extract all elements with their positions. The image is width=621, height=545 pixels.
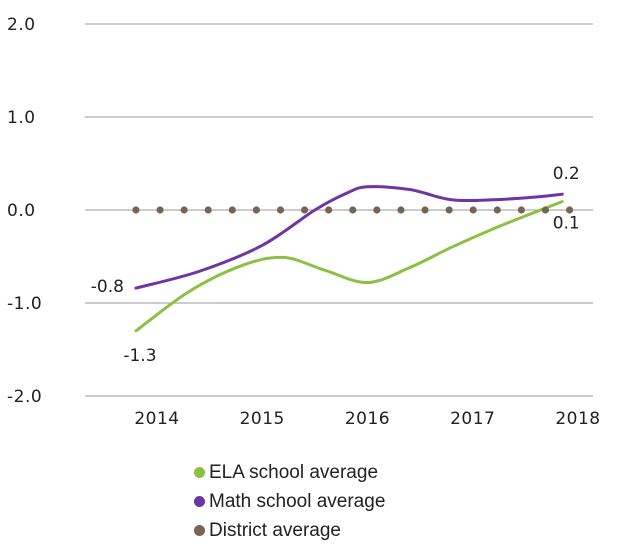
district-point — [493, 206, 501, 214]
y-tick-label: 2.0 — [7, 15, 36, 35]
legend-marker-ela — [194, 467, 205, 478]
district-point — [421, 206, 429, 214]
district-point — [445, 206, 453, 214]
data-labels: -1.3 0.1 -0.8 0.2 — [91, 164, 580, 366]
district-point — [541, 206, 550, 214]
district-point — [349, 206, 357, 214]
district-points — [132, 206, 574, 214]
legend-label-district: District average — [209, 520, 341, 541]
district-point — [180, 206, 188, 214]
district-point — [397, 206, 405, 214]
legend-item-district: District average — [194, 516, 385, 545]
legend-item-ela: ELA school average — [194, 458, 385, 487]
math-line — [134, 185, 564, 290]
series-lines — [134, 185, 564, 333]
legend-item-math: Math school average — [194, 487, 385, 516]
district-point — [276, 206, 285, 214]
data-label: -1.3 — [123, 346, 156, 366]
x-axis-ticks: 2014 2015 2016 2017 2018 — [134, 409, 600, 429]
legend-label-ela: ELA school average — [209, 462, 379, 483]
x-tick-label: 2015 — [240, 409, 285, 429]
x-tick-label: 2016 — [345, 409, 390, 429]
legend-marker-district — [194, 525, 205, 536]
gridlines — [85, 23, 593, 397]
district-point — [132, 206, 140, 214]
data-label: 0.1 — [553, 214, 580, 234]
data-label: 0.2 — [553, 164, 580, 184]
district-point — [373, 206, 381, 214]
district-point — [517, 206, 525, 214]
x-tick-label: 2014 — [134, 409, 179, 429]
legend-label-math: Math school average — [209, 491, 386, 512]
x-tick-label: 2018 — [555, 409, 600, 429]
data-label: -0.8 — [91, 277, 124, 297]
district-point — [204, 206, 212, 214]
district-point — [300, 206, 309, 214]
district-point — [252, 206, 261, 214]
district-point — [156, 206, 164, 214]
line-chart: 2.0 1.0 0.0 -1.0 -2.0 2014 2015 2016 2017 2018 -… — [7, 15, 600, 429]
ela-line — [134, 200, 564, 333]
y-axis-ticks: 2.0 1.0 0.0 -1.0 -2.0 — [7, 15, 42, 407]
legend-marker-math — [194, 496, 205, 507]
district-point — [325, 206, 333, 214]
x-tick-label: 2017 — [450, 409, 495, 429]
district-point — [228, 206, 236, 214]
y-tick-label: -2.0 — [7, 387, 42, 407]
district-point — [565, 206, 574, 214]
legend: ELA school average Math school average D… — [194, 458, 385, 545]
y-tick-label: -1.0 — [7, 294, 42, 314]
y-tick-label: 0.0 — [7, 201, 36, 221]
y-tick-label: 1.0 — [7, 108, 36, 128]
district-point — [469, 206, 477, 214]
